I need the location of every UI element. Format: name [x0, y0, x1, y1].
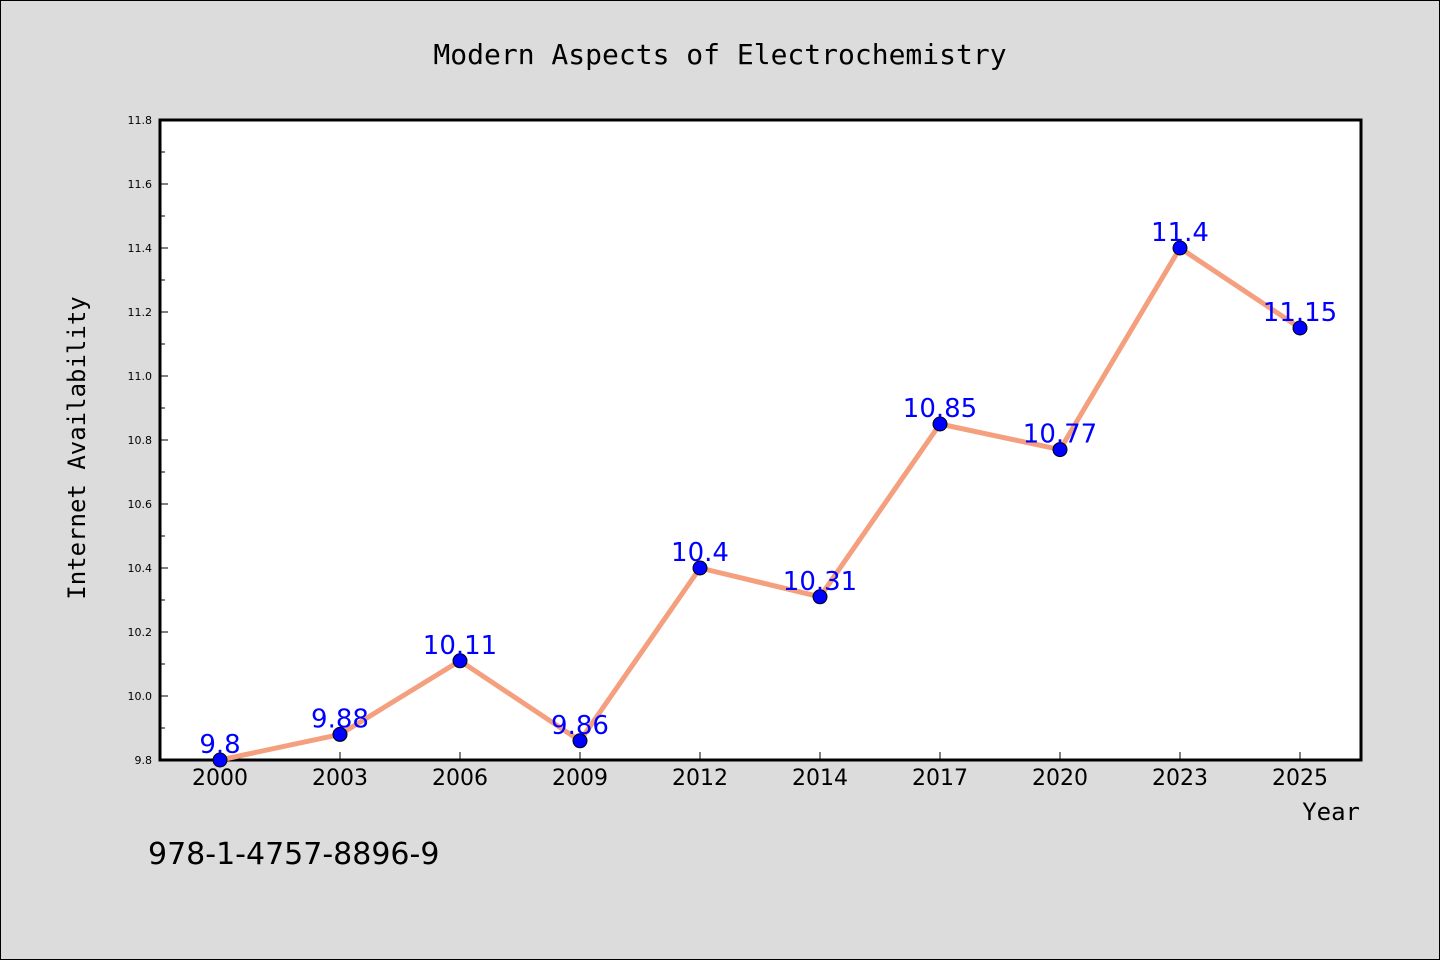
data-label: 11.15: [1263, 298, 1337, 328]
y-tick-label: 10.4: [128, 562, 153, 575]
y-tick-label: 10.6: [128, 498, 153, 511]
x-tick-label: 2025: [1272, 766, 1328, 791]
data-label: 10.4: [671, 538, 729, 568]
data-point: [692, 560, 708, 576]
y-tick-label: 11.0: [128, 370, 153, 383]
series-line: [217, 245, 1303, 763]
y-axis: 9.8 10.0 10.2 10.4 10.6 10.8 11.0 11.2 11.4 11.6 1…: [128, 114, 168, 767]
data-point: [812, 589, 828, 605]
y-tick-label: 11.8: [128, 114, 153, 127]
y-tick-label: 11.4: [128, 242, 153, 255]
y-tick-label: 11.2: [128, 306, 153, 319]
y-tick-label: 10.8: [128, 434, 153, 447]
data-point: [212, 752, 228, 768]
y-tick-label: 9.8: [135, 754, 153, 767]
data-point: [452, 653, 468, 669]
x-tick-label: 2000: [192, 766, 248, 791]
data-label: 11.4: [1151, 218, 1209, 248]
x-tick-label: 2014: [792, 766, 848, 791]
plot-area: [158, 118, 1363, 762]
x-tick-label: 2023: [1152, 766, 1208, 791]
isbn-text: 978-1-4757-8896-9: [148, 837, 439, 872]
data-point: [572, 733, 588, 749]
data-point: [932, 416, 948, 432]
y-tick-label: 11.6: [128, 178, 153, 191]
x-axis: 2000 2003 2006 2009 2012 2014 2017 2020 2023 2025: [192, 752, 1328, 791]
data-labels: 9.8 9.88 10.11 9.86 10.4 10.31 10.85 10.77 11.4 1…: [199, 218, 1337, 760]
x-tick-label: 2020: [1032, 766, 1088, 791]
series-markers: [212, 240, 1308, 768]
data-label: 10.11: [423, 631, 497, 661]
data-label: 9.88: [311, 704, 369, 734]
x-tick-label: 2012: [672, 766, 728, 791]
x-tick-label: 2017: [912, 766, 968, 791]
y-tick-label: 10.2: [128, 626, 153, 639]
y-tick-label: 10.0: [128, 690, 153, 703]
data-point: [1292, 320, 1308, 336]
chart-title: Modern Aspects of Electrochemistry: [433, 38, 1006, 71]
x-tick-label: 2003: [312, 766, 368, 791]
data-label: 9.86: [551, 711, 609, 741]
data-point: [1052, 442, 1068, 458]
data-point: [332, 726, 348, 742]
data-label: 10.85: [903, 394, 977, 424]
data-point: [1172, 240, 1188, 256]
data-label: 10.77: [1023, 420, 1097, 450]
x-tick-label: 2009: [552, 766, 608, 791]
x-axis-label: Year: [1302, 798, 1360, 826]
data-label: 10.31: [783, 567, 857, 597]
data-label: 9.8: [199, 730, 240, 760]
y-axis-label: Internet Availability: [63, 296, 91, 599]
x-tick-label: 2006: [432, 766, 488, 791]
